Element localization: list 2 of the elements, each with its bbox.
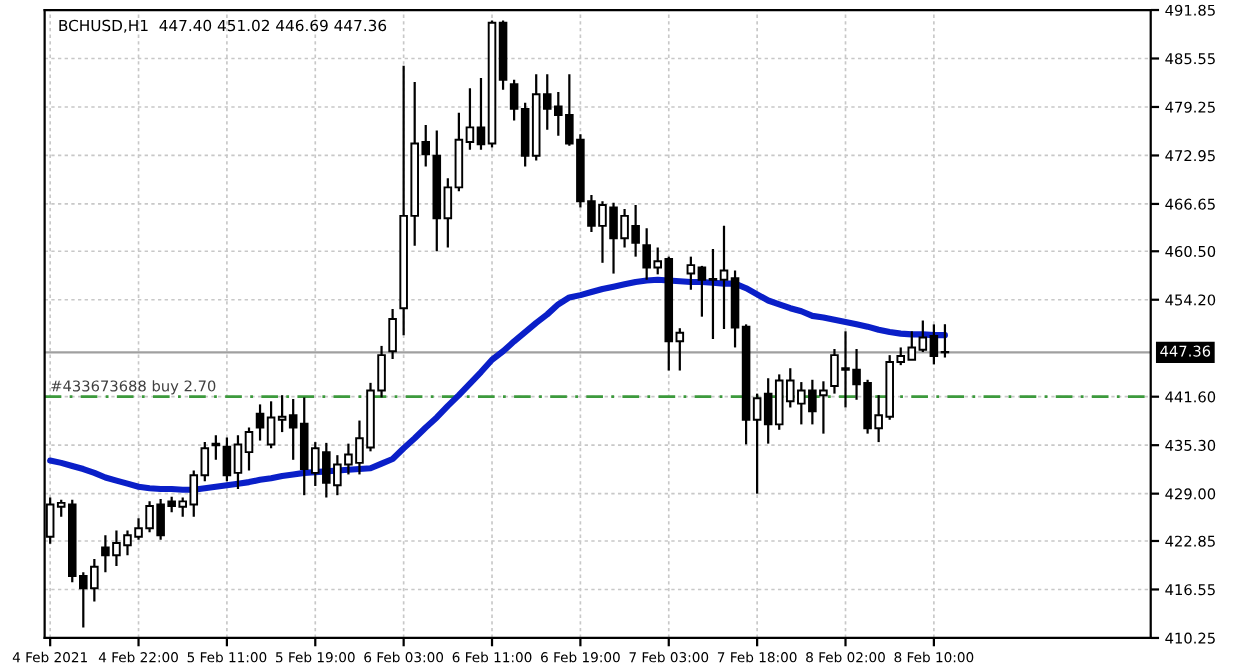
candlestick <box>211 434 221 461</box>
candlestick <box>388 307 397 361</box>
